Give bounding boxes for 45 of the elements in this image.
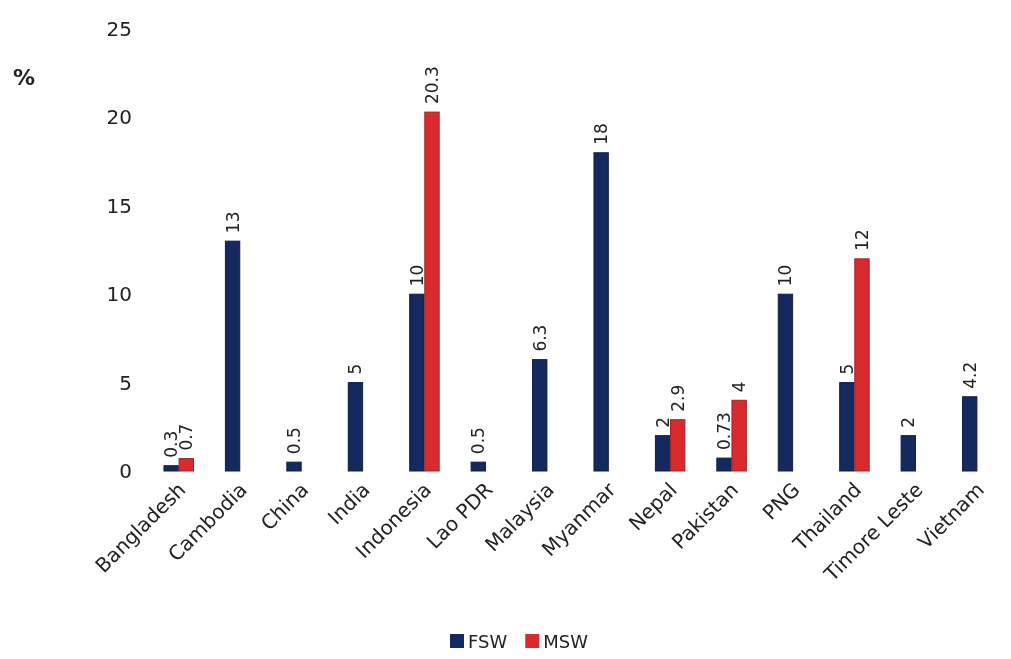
data-label: 20.3 — [421, 66, 442, 105]
bar — [731, 399, 747, 472]
y-tick-label: 15 — [106, 193, 132, 218]
bar — [854, 258, 870, 472]
y-tick-label: 10 — [106, 282, 132, 307]
bar — [962, 396, 978, 472]
data-label: 2 — [652, 416, 673, 428]
bar — [470, 461, 486, 472]
data-label: 2 — [898, 416, 919, 428]
bar — [593, 152, 609, 472]
bar — [716, 457, 732, 472]
data-label: 13 — [222, 211, 243, 234]
data-label: 6.3 — [529, 324, 550, 352]
bar — [839, 382, 855, 472]
data-label: 4.2 — [959, 361, 980, 389]
legend-label: FSW — [468, 631, 508, 652]
y-tick-label: 25 — [106, 16, 132, 41]
bar — [532, 359, 548, 472]
data-label: 5 — [836, 363, 857, 375]
bar — [670, 419, 686, 472]
data-label: 5 — [345, 363, 366, 375]
y-tick-label: 5 — [119, 370, 132, 395]
y-tick-label: 20 — [106, 105, 132, 130]
bar — [900, 435, 916, 472]
data-label: 10 — [406, 264, 427, 287]
bar — [424, 111, 440, 472]
bar — [347, 382, 364, 472]
data-label: 0.5 — [284, 427, 305, 455]
data-label: 12 — [851, 229, 872, 251]
data-label: 2.9 — [667, 384, 688, 412]
bar — [777, 293, 794, 472]
bar — [178, 458, 194, 472]
data-label: 4 — [729, 381, 750, 393]
data-label: 0.5 — [468, 427, 489, 455]
data-label: 18 — [591, 123, 612, 145]
bar — [409, 293, 425, 472]
bar — [163, 465, 179, 472]
data-label: 10 — [775, 264, 796, 287]
data-label: 0.73 — [714, 412, 735, 451]
bar — [286, 461, 302, 472]
bar — [654, 435, 671, 472]
legend-label: MSW — [543, 631, 589, 652]
y-axis-title: % — [12, 65, 36, 90]
bar — [224, 240, 241, 472]
y-tick-label: 0 — [119, 458, 132, 483]
